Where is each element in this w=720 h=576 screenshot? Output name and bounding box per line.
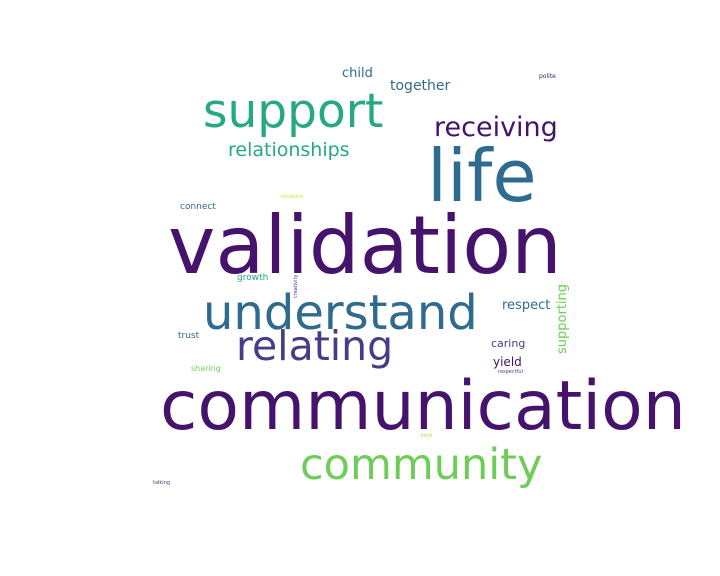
word-sharing: sharing bbox=[191, 364, 221, 373]
word-creativity: creativity bbox=[293, 274, 299, 298]
word-talking: talking bbox=[153, 480, 171, 486]
word-life: life bbox=[427, 134, 537, 218]
word-respectful: respectful bbox=[498, 369, 523, 375]
word-polite: polite bbox=[539, 73, 556, 80]
word-validation: validation bbox=[168, 199, 562, 292]
word-community: community bbox=[300, 440, 543, 490]
word-respect: respect bbox=[502, 298, 551, 313]
word-growth: growth bbox=[237, 273, 269, 283]
word-trust: trust bbox=[178, 331, 200, 341]
word-together: together bbox=[390, 78, 451, 94]
word-receiving: receiving bbox=[434, 112, 558, 143]
word-child: child bbox=[342, 66, 373, 81]
word-kind: kind bbox=[421, 433, 432, 439]
word-communication: communication bbox=[160, 367, 686, 446]
word-yield: yield bbox=[493, 355, 522, 369]
word-caring: caring bbox=[491, 337, 526, 350]
word-relating: relating bbox=[236, 322, 394, 370]
word-connect: connect bbox=[180, 202, 216, 212]
word-understand: understand bbox=[203, 285, 478, 341]
word-inclusive: inclusive bbox=[281, 194, 303, 200]
word-support: support bbox=[203, 84, 384, 139]
word-relationships: relationships bbox=[228, 139, 350, 161]
word-supporting: supporting bbox=[555, 283, 570, 354]
